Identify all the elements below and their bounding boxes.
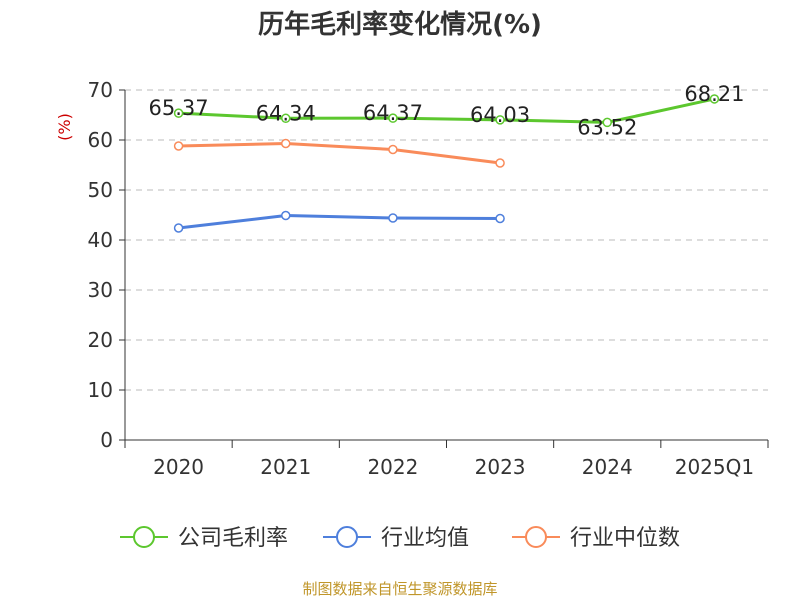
data-point: [173, 223, 184, 233]
legend-marker: [133, 526, 155, 548]
data-point: [709, 94, 720, 104]
legend-marker: [336, 526, 358, 548]
data-point: [281, 138, 291, 149]
y-tick-label: 0: [100, 428, 113, 452]
y-tick-label: 50: [88, 178, 113, 202]
legend-label: 行业均值: [381, 526, 469, 551]
x-tick-label: 2024: [582, 455, 633, 479]
data-point: [388, 113, 398, 123]
data-point: [602, 117, 612, 128]
data-label: 64.03: [470, 103, 530, 127]
legend-label: 行业中位数: [570, 526, 680, 551]
data-point: [281, 210, 291, 221]
data-label: 64.34: [256, 101, 316, 125]
series-line-2: [178, 213, 501, 230]
data-point: [388, 144, 398, 155]
data-point: [495, 158, 505, 168]
data-point: [495, 213, 505, 224]
x-tick-label: 2025Q1: [675, 455, 754, 479]
x-tick-label: 2022: [367, 455, 418, 479]
data-point: [173, 141, 184, 151]
y-tick-label: 60: [88, 128, 113, 152]
series-line-1: [178, 97, 715, 124]
x-tick-label: 2020: [153, 455, 204, 479]
y-tick-label: 20: [88, 328, 113, 352]
data-point: [388, 213, 398, 223]
data-point: [173, 108, 184, 118]
series-line-3: [178, 141, 501, 165]
data-point: [495, 115, 505, 125]
data-label: 64.37: [363, 101, 423, 125]
y-tick-label: 30: [88, 278, 113, 302]
y-axis-label: (%): [55, 113, 74, 141]
y-tick-label: 10: [88, 378, 113, 402]
chart-title: 历年毛利率变化情况(%): [258, 10, 542, 40]
data-label: 68.21: [684, 82, 744, 106]
x-tick-label: 2023: [475, 455, 526, 479]
x-tick-label: 2021: [260, 455, 311, 479]
data-point: [281, 113, 291, 124]
data-label: 65.37: [149, 96, 209, 120]
legend-marker: [525, 526, 547, 548]
y-tick-label: 70: [88, 78, 113, 102]
legend-label: 公司毛利率: [178, 526, 288, 551]
data-label: 63.52: [577, 115, 637, 139]
source-note: 制图数据来自恒生聚源数据库: [302, 580, 498, 598]
y-tick-label: 40: [88, 228, 113, 252]
